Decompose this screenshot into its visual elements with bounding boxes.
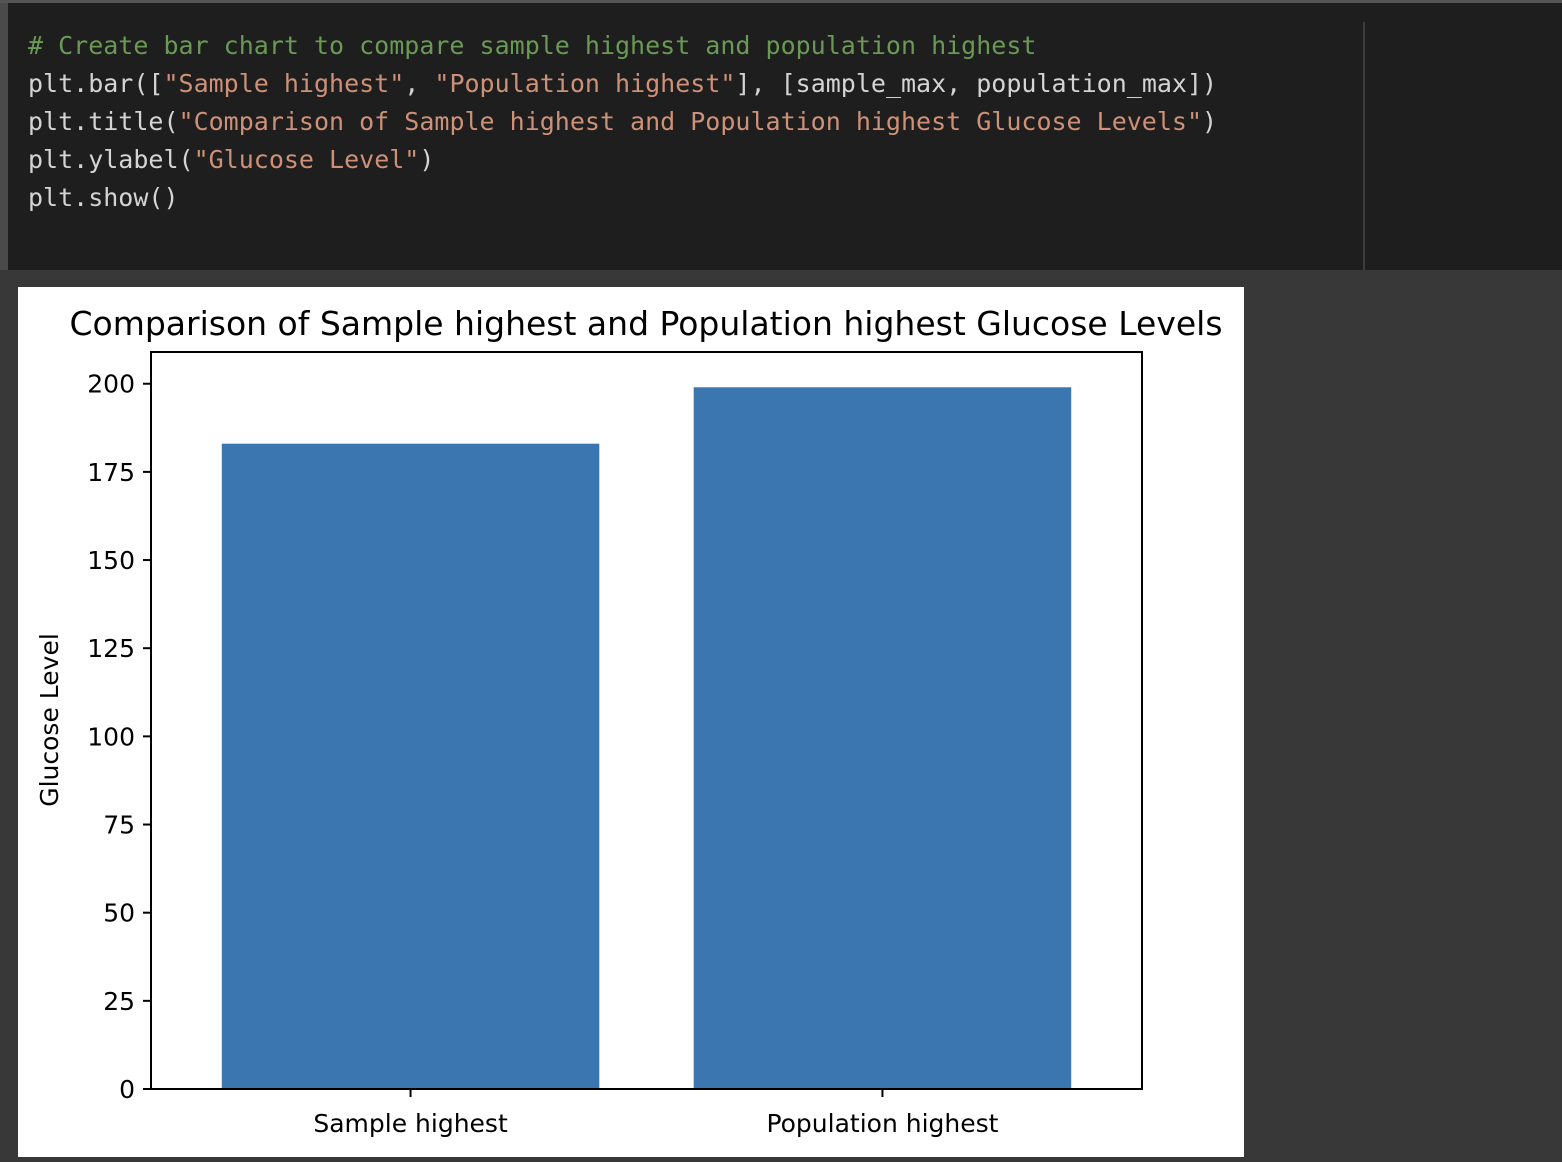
code-token-plain: ], [sample_max, population_max])	[735, 69, 1218, 98]
x-tick-label: Sample highest	[313, 1109, 508, 1138]
y-tick-label: 0	[119, 1075, 135, 1104]
x-tick-label: Population highest	[766, 1109, 998, 1138]
code-token-string: "Comparison of Sample highest and Popula…	[178, 107, 1203, 136]
y-tick-label: 150	[87, 546, 135, 575]
code-token-plain: plt.ylabel(	[28, 145, 194, 174]
code-line: plt.bar(["Sample highest", "Population h…	[28, 65, 1217, 103]
bar	[221, 443, 600, 1089]
code-token-plain: )	[419, 145, 435, 174]
cell-gutter	[0, 3, 8, 270]
code-token-plain: plt.title(	[28, 107, 179, 136]
code-line: plt.title("Comparison of Sample highest …	[28, 103, 1217, 141]
y-tick-label: 50	[103, 899, 135, 928]
y-tick-label: 25	[103, 987, 135, 1016]
code-line: plt.ylabel("Glucose Level")	[28, 141, 1217, 179]
plot-frame	[150, 351, 1143, 1090]
bar-chart: Comparison of Sample highest and Populat…	[35, 304, 1223, 1138]
code-token-string: "Glucose Level"	[193, 145, 420, 174]
code-token-comment: # Create bar chart to compare sample hig…	[28, 31, 1037, 60]
editor-ruler	[1363, 22, 1365, 270]
top-border	[0, 0, 1562, 3]
code-token-string: "Sample highest"	[163, 69, 405, 98]
code-line: plt.show()	[28, 179, 1217, 217]
code-token-plain: )	[1202, 107, 1218, 136]
y-tick-label: 200	[87, 370, 135, 399]
y-tick-label: 175	[87, 458, 135, 487]
code-editor[interactable]: # Create bar chart to compare sample hig…	[28, 27, 1217, 217]
code-line: # Create bar chart to compare sample hig…	[28, 27, 1217, 65]
code-token-plain: plt.bar([	[28, 69, 164, 98]
code-token-plain: ,	[404, 69, 435, 98]
code-cell[interactable]: # Create bar chart to compare sample hig…	[8, 3, 1562, 270]
code-token-string: "Population highest"	[434, 69, 736, 98]
code-token-plain: plt.show()	[28, 183, 179, 212]
chart-title: Comparison of Sample highest and Populat…	[69, 304, 1222, 343]
y-tick-label: 100	[87, 722, 135, 751]
y-axis-label: Glucose Level	[35, 633, 64, 807]
cell-output: Comparison of Sample highest and Populat…	[18, 287, 1244, 1157]
bar	[693, 387, 1072, 1089]
y-tick-label: 75	[103, 811, 135, 840]
y-tick-label: 125	[87, 634, 135, 663]
